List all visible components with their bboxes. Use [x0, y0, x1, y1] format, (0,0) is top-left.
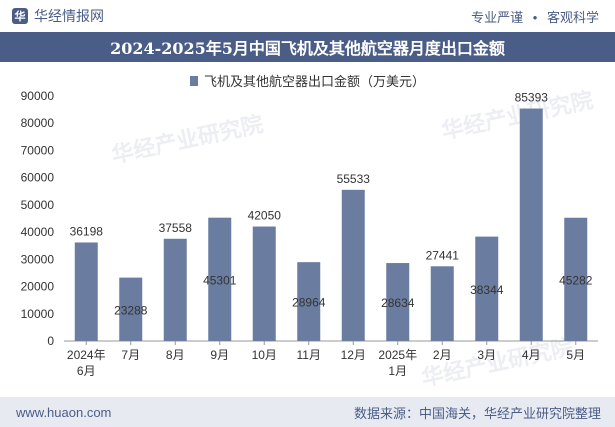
y-tick-label: 40000	[21, 225, 55, 239]
bar	[119, 277, 143, 341]
tagline-text-1: 专业严谨	[471, 9, 524, 25]
footer: www.huaon.com 数据来源：中国海关，华经产业研究院整理	[0, 397, 615, 427]
bar	[341, 189, 365, 341]
brand-name: 华经情报网	[34, 8, 104, 24]
bar	[163, 238, 187, 341]
bar	[74, 242, 98, 341]
y-tick-label: 0	[47, 334, 54, 348]
data-label: 45301	[203, 273, 237, 287]
data-label: 23288	[114, 303, 148, 317]
bar	[475, 236, 499, 341]
footer-source: 数据来源：中国海关，华经产业研究院整理	[353, 405, 601, 421]
brand[interactable]: 华 华经情报网	[12, 6, 104, 26]
bar-chart: 0 10000 20000 30000 40000 50000 60000 70000 8000…	[21, 89, 598, 378]
data-label: 28634	[381, 296, 415, 310]
footer-website[interactable]: www.huaon.com	[16, 404, 112, 420]
data-label: 38344	[470, 283, 504, 297]
x-tick-label: 3月	[477, 348, 496, 362]
logo-icon: 华	[12, 8, 28, 24]
data-label: 28964	[292, 296, 326, 310]
top-bar: 华 华经情报网 专业严谨 • 客观科学	[0, 0, 615, 32]
data-label: 36198	[70, 224, 104, 238]
legend: 飞机及其他航空器出口金额（万美元）	[0, 71, 615, 90]
y-tick-label: 10000	[21, 307, 55, 321]
x-tick-label: 11月	[297, 348, 321, 362]
x-tick-label: 2025年	[378, 348, 417, 362]
legend-label: 飞机及其他航空器出口金额（万美元）	[203, 74, 425, 89]
chart-title-bar: 2024-2025年5月中国飞机及其他航空器月度出口金额	[0, 32, 615, 62]
x-tick-label: 4月	[522, 348, 541, 362]
y-tick-label: 80000	[21, 116, 55, 130]
x-tick-label: 10月	[252, 348, 277, 362]
y-tick-label: 30000	[21, 252, 55, 266]
bar	[430, 266, 454, 341]
data-label: 45282	[559, 273, 593, 287]
x-tick-label: 7月	[121, 348, 140, 362]
tagline-separator: •	[532, 9, 538, 25]
x-tick-label: 8月	[166, 348, 185, 362]
bar	[297, 262, 321, 341]
data-label: 27441	[426, 248, 460, 262]
data-label: 85393	[515, 91, 549, 105]
bar	[386, 263, 410, 341]
tagline: 专业严谨 • 客观科学	[471, 7, 599, 26]
chart-title: 2024-2025年5月中国飞机及其他航空器月度出口金额	[110, 39, 505, 58]
y-tick-label: 70000	[21, 143, 55, 157]
x-tick-label: 12月	[341, 348, 366, 362]
data-label: 42050	[248, 209, 282, 223]
x-tick-label: 2月	[433, 348, 452, 362]
y-tick-label: 50000	[21, 198, 55, 212]
x-tick-label: 2024年	[67, 348, 106, 362]
x-tick-label: 9月	[210, 348, 229, 362]
data-label: 37558	[159, 221, 193, 235]
y-tick-label: 60000	[21, 171, 55, 185]
y-tick-label: 20000	[21, 280, 55, 294]
data-label: 55533	[337, 172, 371, 186]
x-tick-label: 6月	[77, 364, 96, 378]
bar	[564, 217, 588, 341]
legend-swatch	[189, 75, 198, 86]
bar	[208, 217, 232, 341]
bar	[519, 108, 543, 341]
tagline-text-2: 客观科学	[546, 9, 599, 25]
bar	[252, 226, 276, 341]
y-tick-label: 90000	[21, 89, 55, 103]
x-tick-label: 5月	[566, 348, 585, 362]
x-tick-label: 1月	[388, 364, 407, 378]
